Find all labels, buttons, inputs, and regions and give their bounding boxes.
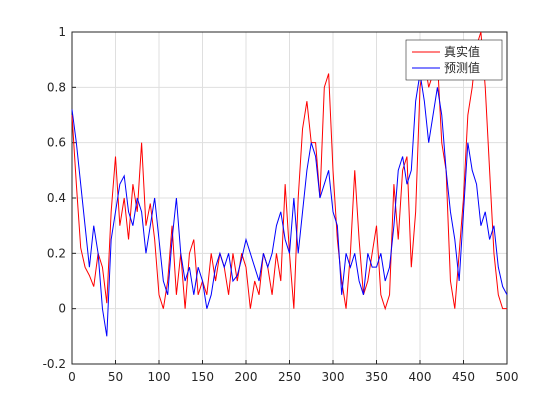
x-tick-label: 200: [235, 370, 258, 384]
x-tick-label: 50: [108, 370, 123, 384]
x-tick-label: 100: [148, 370, 171, 384]
series-line: [71, 73, 508, 337]
x-tick-label: 450: [452, 370, 475, 384]
legend-box: [405, 39, 503, 81]
y-tick-label: 1: [58, 25, 66, 39]
x-tick-label: 250: [278, 370, 301, 384]
x-tick-label: 300: [322, 370, 345, 384]
x-tick-label: 400: [409, 370, 432, 384]
legend-label: 预测值: [444, 60, 480, 75]
x-tick-label: 500: [496, 370, 519, 384]
y-tick-label: 0: [58, 302, 66, 316]
y-tick-label: 0.4: [47, 191, 66, 205]
y-tick-label: 0.2: [47, 246, 66, 260]
x-tick-label: 0: [68, 370, 76, 384]
x-tick-label: 150: [191, 370, 214, 384]
y-tick-label: 0.6: [47, 136, 66, 150]
x-tick-label: 350: [365, 370, 388, 384]
legend-label: 真实值: [444, 44, 480, 59]
axes-box: [71, 31, 508, 365]
y-tick-label: -0.2: [43, 357, 66, 371]
y-tick-label: 0.8: [47, 80, 66, 94]
